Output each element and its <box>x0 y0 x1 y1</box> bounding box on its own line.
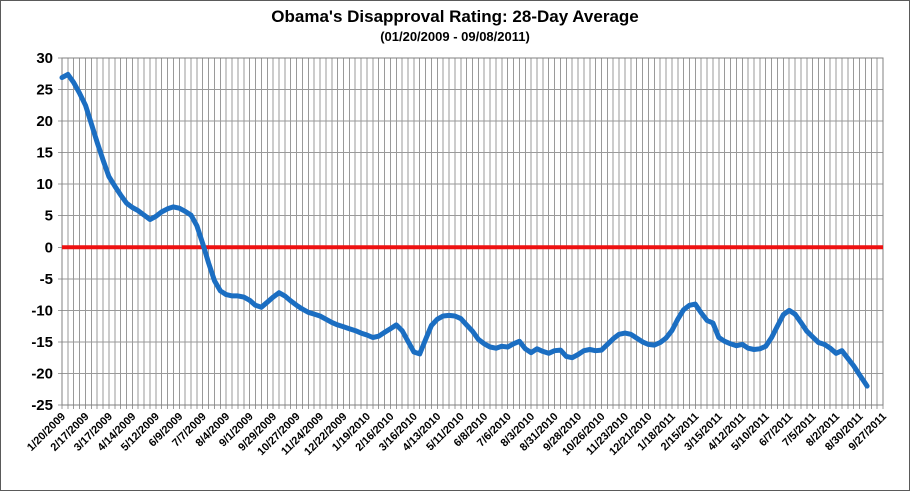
y-tick-label: -25 <box>31 397 53 414</box>
y-tick-label: 25 <box>36 82 53 99</box>
disapproval-line <box>59 71 870 389</box>
y-tick-label: 30 <box>36 50 53 67</box>
y-tick-label: -10 <box>31 302 53 319</box>
y-tick-label: -20 <box>31 365 53 382</box>
y-tick-label: 15 <box>36 145 53 162</box>
y-tick-label: 5 <box>45 208 53 225</box>
plot-border <box>61 57 884 406</box>
y-tick-label: 0 <box>45 239 53 256</box>
chart-title: Obama's Disapproval Rating: 28-Day Avera… <box>271 7 639 26</box>
y-tick-label: -5 <box>40 271 53 288</box>
chart-subtitle: (01/20/2009 - 09/08/2011) <box>380 29 530 44</box>
y-tick-label: -15 <box>31 334 53 351</box>
y-tick-label: 10 <box>36 176 53 193</box>
y-tick-label: 20 <box>36 113 53 130</box>
